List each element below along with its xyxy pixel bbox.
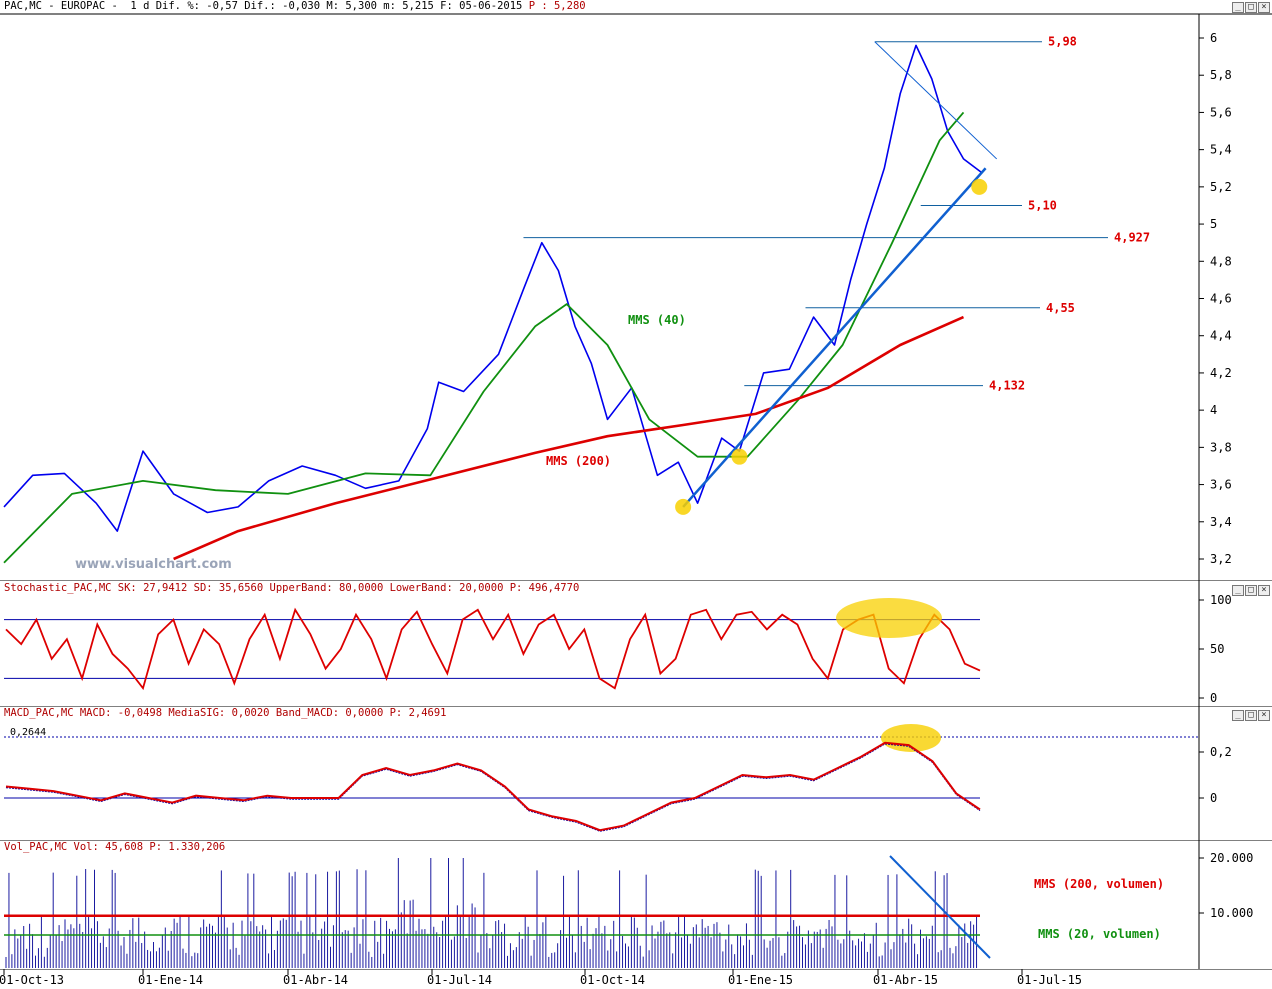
series-stochastic-sk [5, 607, 981, 691]
vol-ytick-label: 10.000 [1210, 906, 1253, 920]
macd-ytick-label: 0 [1210, 791, 1217, 805]
volume-panel: 10.000 20.000 MMS (200, volumen) MMS (20, v… [0, 840, 1272, 969]
price-ytick-label: 5,6 [1210, 105, 1232, 119]
level-label: 5,10 [1028, 198, 1057, 212]
price-ytick-label: 5,2 [1210, 180, 1232, 194]
stoch-minimize-button[interactable]: _ [1232, 585, 1244, 596]
price-ytick-label: 3,8 [1210, 440, 1232, 454]
price-ytick-label: 3,2 [1210, 552, 1232, 566]
stoch-close-button[interactable]: × [1258, 585, 1270, 596]
level-label: 4,55 [1046, 301, 1075, 315]
highlight-marker [675, 498, 692, 515]
price-ytick-label: 4,8 [1210, 254, 1232, 268]
stoch-ytick-label: 100 [1210, 593, 1232, 607]
price-chart: 3,23,43,63,844,24,44,64,855,25,45,65,86 … [0, 13, 1272, 580]
close-button[interactable]: × [1258, 2, 1270, 13]
macd-chart: 0 0,2 0,2644 [0, 706, 1272, 840]
minimize-button[interactable]: _ [1232, 2, 1244, 13]
volume-header: Vol_PAC,MC Vol: 45,608 P: 1.330,206 [4, 841, 226, 853]
macd-maximize-button[interactable]: □ [1245, 710, 1257, 721]
highlight-marker [971, 178, 988, 195]
macd-minimize-button[interactable]: _ [1232, 710, 1244, 721]
price-ytick-label: 4,2 [1210, 366, 1232, 380]
mms40-label: MMS (40) [628, 313, 686, 327]
date-label: 01-Ene-15 [728, 973, 793, 987]
price-ytick-label: 5 [1210, 217, 1217, 231]
level-label: 5,98 [1048, 35, 1077, 49]
uptrend-line [682, 167, 987, 508]
highlight-marker [731, 448, 748, 465]
date-label: 01-Abr-14 [283, 973, 348, 987]
date-label: 01-Oct-14 [580, 973, 645, 987]
price-ytick-label: 5,4 [1210, 143, 1232, 157]
series-mms-40- [3, 111, 965, 564]
price-ytick-label: 4 [1210, 403, 1217, 417]
volume-chart: 10.000 20.000 MMS (200, volumen) MMS (20, v… [0, 840, 1272, 969]
price-panel: PAC,MC - EUROPAC - 1 d Dif. %: -0,57 Dif… [0, 0, 1272, 580]
price-header: PAC,MC - EUROPAC - 1 d Dif. %: -0,57 Dif… [4, 0, 586, 12]
series-macd [5, 741, 981, 832]
stochastic-chart: 0 50 100 [0, 580, 1272, 706]
volume-bars [5, 858, 978, 968]
stoch-highlight [836, 598, 942, 638]
price-ytick-label: 4,4 [1210, 329, 1232, 343]
vol-ytick-label: 20.000 [1210, 851, 1253, 865]
series-precio [3, 44, 982, 532]
maximize-button[interactable]: □ [1245, 2, 1257, 13]
vol-ma200-label: MMS (200, volumen) [1034, 877, 1164, 891]
date-label: 01-Oct-13 [0, 973, 64, 987]
date-label: 01-Ene-14 [138, 973, 203, 987]
price-ytick-label: 3,6 [1210, 478, 1232, 492]
price-ytick-label: 4,6 [1210, 292, 1232, 306]
macd-panel: 0 0,2 0,2644 MACD_PAC,MC MACD: -0,0498 Med… [0, 706, 1272, 840]
level-label: 4,132 [989, 379, 1025, 393]
stoch-ytick-label: 0 [1210, 691, 1217, 705]
watermark: www.visualchart.com [75, 557, 232, 572]
stoch-maximize-button[interactable]: □ [1245, 585, 1257, 596]
stoch-ytick-label: 50 [1210, 642, 1224, 656]
series-macd-signal [5, 743, 981, 832]
date-axis: 01-Oct-13 01-Ene-14 01-Abr-14 01-Jul-14 01-O… [0, 969, 1272, 987]
vol-trend-line [889, 855, 991, 959]
macd-close-button[interactable]: × [1258, 710, 1270, 721]
stochastic-header: Stochastic_PAC,MC SK: 27,9412 SD: 35,656… [4, 582, 580, 594]
date-label: 01-Jul-14 [427, 973, 492, 987]
stochastic-panel: 0 50 100 Stochastic_PAC,MC SK: 27,9412 SD:… [0, 580, 1272, 706]
date-label: 01-Jul-15 [1017, 973, 1082, 987]
mms200-label: MMS (200) [546, 454, 611, 468]
price-ytick-label: 6 [1210, 31, 1217, 45]
vol-ma20-label: MMS (20, volumen) [1038, 927, 1161, 941]
macd-ytick-label: 0,2 [1210, 745, 1232, 759]
macd-highlight [881, 724, 941, 752]
price-ytick-label: 5,8 [1210, 68, 1232, 82]
macd-ref-label: 0,2644 [10, 727, 46, 738]
series-mms-200- [173, 315, 965, 561]
level-label: 4,927 [1114, 231, 1150, 245]
macd-header: MACD_PAC,MC MACD: -0,0498 MediaSIG: 0,00… [4, 707, 447, 719]
downtrend-line [874, 41, 998, 160]
price-ytick-label: 3,4 [1210, 515, 1232, 529]
date-label: 01-Abr-15 [873, 973, 938, 987]
